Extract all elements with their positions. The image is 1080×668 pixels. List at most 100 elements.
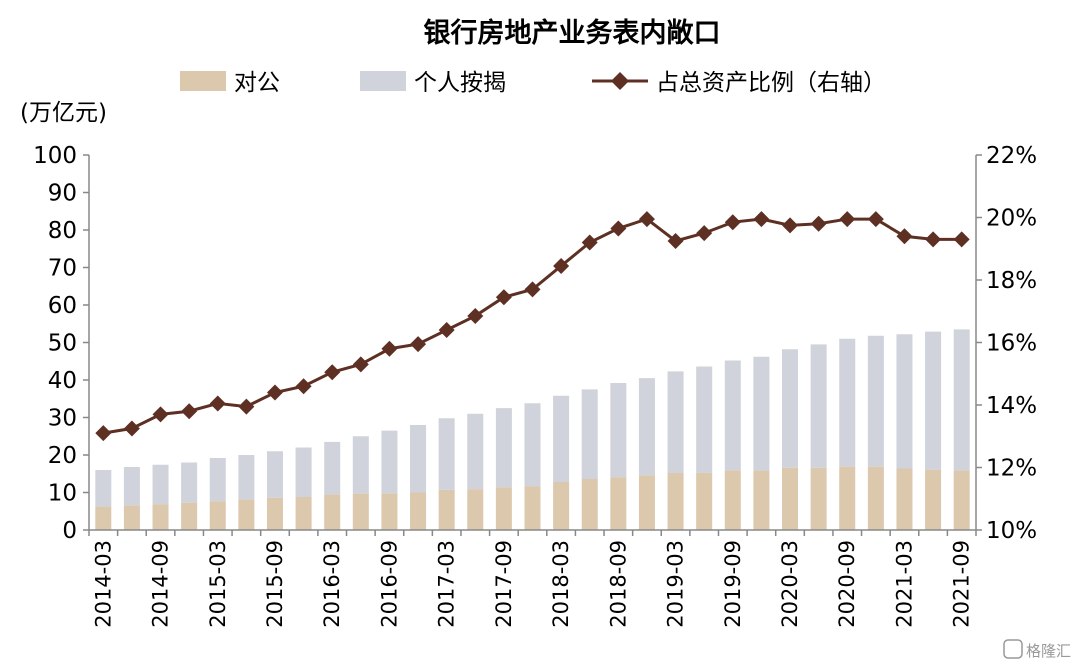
ratio-point	[152, 406, 169, 423]
bar-mortgage	[953, 329, 970, 471]
bar-mortgage	[925, 331, 942, 470]
ratio-point	[896, 228, 913, 245]
bar-mortgage	[810, 344, 827, 468]
ratio-point	[553, 257, 570, 274]
ratio-point	[810, 215, 827, 232]
bar-corporate	[295, 497, 312, 530]
bar-mortgage	[553, 395, 570, 482]
bar-mortgage	[266, 451, 283, 498]
bar-mortgage	[438, 418, 455, 490]
bar-corporate	[152, 504, 169, 530]
watermark: 格隆汇	[1003, 639, 1071, 660]
x-tick-label: 2015-09	[263, 540, 287, 628]
legend-swatch-mortgage	[360, 71, 406, 91]
y2-tick-label: 18%	[986, 268, 1037, 294]
y-tick-label: 80	[48, 218, 77, 244]
ratio-point	[324, 364, 341, 381]
legend: 对公 个人按揭 占总资产比例（右轴）	[180, 70, 886, 96]
ratio-point	[495, 289, 512, 306]
y2-tick-label: 16%	[986, 331, 1037, 357]
ratio-point	[295, 378, 312, 395]
y2-tick-label: 12%	[986, 456, 1037, 482]
x-tick-label: 2018-03	[549, 540, 573, 628]
bar-corporate	[238, 499, 255, 530]
x-tick-label: 2020-03	[778, 540, 802, 628]
ratio-point	[438, 322, 455, 338]
ratio-point	[782, 217, 799, 234]
bar-mortgage	[696, 366, 713, 473]
bar-mortgage	[324, 441, 341, 495]
bar-corporate	[696, 472, 713, 530]
bar-mortgage	[152, 464, 169, 505]
legend-marker-ratio	[611, 72, 629, 90]
ratio-point	[467, 307, 484, 324]
ratio-point	[238, 398, 255, 415]
bar-corporate	[410, 492, 427, 530]
bar-corporate	[753, 470, 770, 530]
bar-corporate	[95, 506, 112, 530]
y-tick-label: 90	[48, 181, 77, 207]
ratio-point	[181, 403, 198, 420]
y-tick-label: 40	[48, 368, 77, 394]
legend-label-ratio: 占总资产比例（右轴）	[656, 70, 886, 96]
y2-tick-label: 20%	[986, 206, 1037, 232]
x-tick-label: 2014-09	[149, 540, 173, 628]
bar-corporate	[553, 482, 570, 530]
ratio-point	[839, 211, 856, 228]
x-tick-label: 2016-03	[320, 540, 344, 628]
x-tick-label: 2019-09	[721, 540, 745, 628]
bar-mortgage	[667, 371, 684, 473]
ratio-point	[638, 211, 655, 228]
y2-tick-label: 14%	[986, 393, 1037, 419]
y-tick-label: 20	[48, 443, 77, 469]
bar-mortgage	[209, 458, 226, 502]
bar-mortgage	[581, 389, 598, 479]
bar-corporate	[925, 469, 942, 530]
y2-tick-label: 22%	[986, 143, 1037, 169]
bar-corporate	[724, 470, 741, 530]
ratio-point	[867, 211, 884, 228]
ratio-point	[209, 395, 226, 412]
ratio-point	[724, 214, 741, 231]
x-tick-label: 2021-03	[892, 540, 916, 628]
bar-corporate	[181, 502, 198, 530]
bar-mortgage	[238, 455, 255, 500]
bar-mortgage	[352, 436, 369, 494]
y-tick-label: 100	[33, 143, 77, 169]
legend-label-mortgage: 个人按揭	[414, 70, 506, 96]
bar-corporate	[896, 468, 913, 530]
y2-tick-label: 10%	[986, 518, 1037, 544]
y-tick-label: 50	[48, 331, 77, 357]
bar-mortgage	[753, 356, 770, 471]
x-tick-label: 2021-09	[950, 540, 974, 628]
bar-mortgage	[896, 334, 913, 469]
bar-mortgage	[839, 338, 856, 467]
bar-mortgage	[410, 425, 427, 493]
x-tick-label: 2014-03	[91, 540, 115, 628]
legend-swatch-corporate	[180, 71, 226, 91]
ratio-point	[410, 336, 427, 353]
ratio-point	[95, 425, 112, 442]
ratio-point	[925, 231, 942, 248]
x-tick-label: 2020-09	[835, 540, 859, 628]
y-axis-label: (万亿元)	[20, 100, 107, 126]
bar-mortgage	[724, 360, 741, 471]
ratio-point	[123, 420, 140, 437]
chart-title: 银行房地产业务表内敞口	[424, 17, 721, 49]
x-tick-label: 2019-03	[664, 540, 688, 628]
y-tick-label: 10	[48, 481, 77, 507]
bar-corporate	[381, 493, 398, 530]
bar-mortgage	[181, 462, 198, 503]
y-tick-label: 60	[48, 293, 77, 319]
bar-mortgage	[638, 378, 655, 476]
bar-corporate	[581, 479, 598, 530]
bar-corporate	[352, 493, 369, 530]
bar-mortgage	[95, 470, 112, 507]
ratio-point	[352, 356, 369, 373]
bar-mortgage	[610, 383, 627, 478]
bar-corporate	[324, 494, 341, 530]
bar-corporate	[638, 475, 655, 530]
y-tick-label: 0	[62, 518, 77, 544]
bar-corporate	[610, 477, 627, 530]
